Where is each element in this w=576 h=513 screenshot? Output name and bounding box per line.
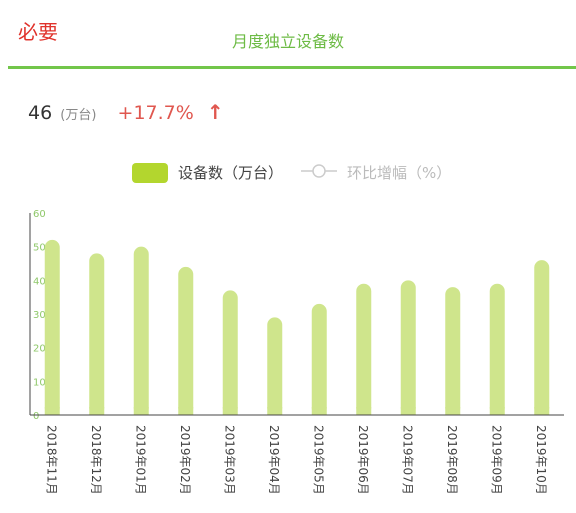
page-title: 月度独立设备数 (231, 32, 344, 51)
y-tick-label: 30 (33, 310, 46, 321)
bar-base (44, 407, 60, 415)
bar[interactable] (489, 283, 505, 415)
y-tick-label: 40 (33, 276, 46, 287)
kpi-value: 46 (28, 102, 53, 124)
bar[interactable] (356, 283, 372, 415)
x-tick-label: 2019年10月 (534, 425, 548, 495)
y-tick-label: 50 (33, 243, 46, 254)
bar[interactable] (133, 246, 149, 415)
legend-line-marker-icon[interactable] (301, 163, 338, 183)
bar[interactable] (267, 317, 283, 415)
bar-base (400, 407, 416, 415)
arrow-up-icon: ↑ (206, 100, 224, 124)
bar[interactable] (534, 260, 550, 415)
x-tick-label: 2018年12月 (89, 425, 103, 495)
x-tick-label: 2019年06月 (356, 425, 370, 495)
bar-base (267, 407, 283, 415)
x-tick-label: 2019年01月 (133, 425, 147, 495)
bar-base (356, 407, 372, 415)
y-tick-label: 20 (33, 344, 46, 355)
x-tick-label: 2019年05月 (311, 425, 325, 495)
chart-legend: 设备数（万台） 环比增幅（%） (132, 162, 451, 183)
y-tick-label: 60 (33, 209, 46, 220)
bar-base (222, 407, 238, 415)
bar-base (489, 407, 505, 415)
legend-bar-swatch[interactable] (132, 162, 168, 183)
bar-chart: 0 10 20 30 40 50 60 2018年11月 2018年12月 2019年01月 201… (29, 209, 564, 495)
x-tick-label: 2019年03月 (222, 425, 236, 495)
bar[interactable] (89, 253, 105, 415)
header-divider (8, 66, 576, 69)
x-tick-label: 2019年04月 (267, 425, 281, 495)
bar-base (178, 407, 194, 415)
corner-label: 必要 (18, 20, 58, 44)
y-tick-label: 0 (33, 411, 39, 422)
x-tick-label: 2019年02月 (178, 425, 192, 495)
bar[interactable] (44, 239, 60, 415)
x-tick-label: 2018年11月 (44, 425, 58, 495)
bar-base (311, 407, 327, 415)
bar-base (133, 407, 149, 415)
legend-bar-label[interactable]: 设备数（万台） (178, 164, 284, 182)
y-tick-label: 10 (33, 377, 46, 388)
x-tick-label: 2019年08月 (445, 425, 459, 495)
bar[interactable] (222, 290, 238, 415)
x-tick-label: 2019年07月 (400, 425, 414, 495)
kpi-change: +17.7% (117, 102, 194, 124)
bar[interactable] (311, 303, 327, 415)
kpi-unit: (万台) (60, 108, 97, 123)
bar-base (534, 407, 550, 415)
legend-line-label[interactable]: 环比增幅（%） (347, 164, 452, 182)
bar-base (445, 407, 461, 415)
bar[interactable] (400, 280, 416, 415)
kpi-summary: 46 (万台) +17.7% ↑ (28, 100, 224, 124)
bar-base (89, 407, 105, 415)
x-tick-label: 2019年09月 (489, 425, 503, 495)
bar[interactable] (445, 287, 461, 415)
bar[interactable] (178, 266, 194, 415)
